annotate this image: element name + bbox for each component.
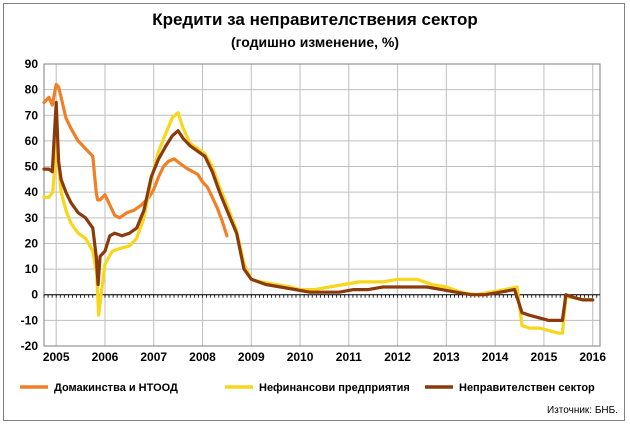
x-tick-label: 2007 xyxy=(140,350,167,364)
x-tick-label: 2012 xyxy=(384,350,411,364)
y-tick-label: 70 xyxy=(25,108,39,122)
y-tick-label: 80 xyxy=(25,83,39,97)
x-tick-label: 2008 xyxy=(189,350,216,364)
chart-frame xyxy=(3,3,625,421)
x-tick-label: 2006 xyxy=(92,350,119,364)
chart-title: Кредити за неправителствения сектор xyxy=(152,10,478,29)
y-tick-label: 0 xyxy=(31,288,38,302)
y-tick-label: 90 xyxy=(25,57,39,71)
series-line-1 xyxy=(42,82,229,238)
source-note: Източник: БНБ. xyxy=(547,405,618,416)
x-tick-label: 2016 xyxy=(579,350,606,364)
chart-subtitle: (годишно изменение, %) xyxy=(230,34,400,50)
x-tick-label: 2010 xyxy=(287,350,314,364)
x-tick-label: 2013 xyxy=(433,350,460,364)
y-tick-label: 30 xyxy=(25,211,39,225)
legend-label: Нефинансови предприятия xyxy=(259,382,410,394)
x-tick-label: 2011 xyxy=(336,350,362,364)
x-tick-label: 2009 xyxy=(238,350,265,364)
plot-border xyxy=(43,63,601,347)
legend-label: Домакинства и НТООД xyxy=(54,382,178,394)
y-tick-label: 10 xyxy=(25,262,39,276)
x-tick-label: 2005 xyxy=(43,350,70,364)
series-line-2 xyxy=(42,111,595,335)
y-tick-label: 40 xyxy=(25,185,39,199)
y-tick-label: -20 xyxy=(21,339,39,353)
series-line-3 xyxy=(42,100,595,322)
legend-layer: Домакинства и НТООД Нефинансови предприят… xyxy=(20,382,595,394)
x-tick-label: 2015 xyxy=(531,350,558,364)
y-tick-label: -10 xyxy=(21,313,39,327)
y-tick-label: 50 xyxy=(25,160,39,174)
legend-label: Неправителствен сектор xyxy=(459,382,595,394)
grid-layer xyxy=(44,63,600,347)
series-layer xyxy=(42,82,595,335)
y-tick-label: 60 xyxy=(25,134,39,148)
y-tick-label: 20 xyxy=(25,236,39,250)
x-tick-label: 2014 xyxy=(482,350,509,364)
